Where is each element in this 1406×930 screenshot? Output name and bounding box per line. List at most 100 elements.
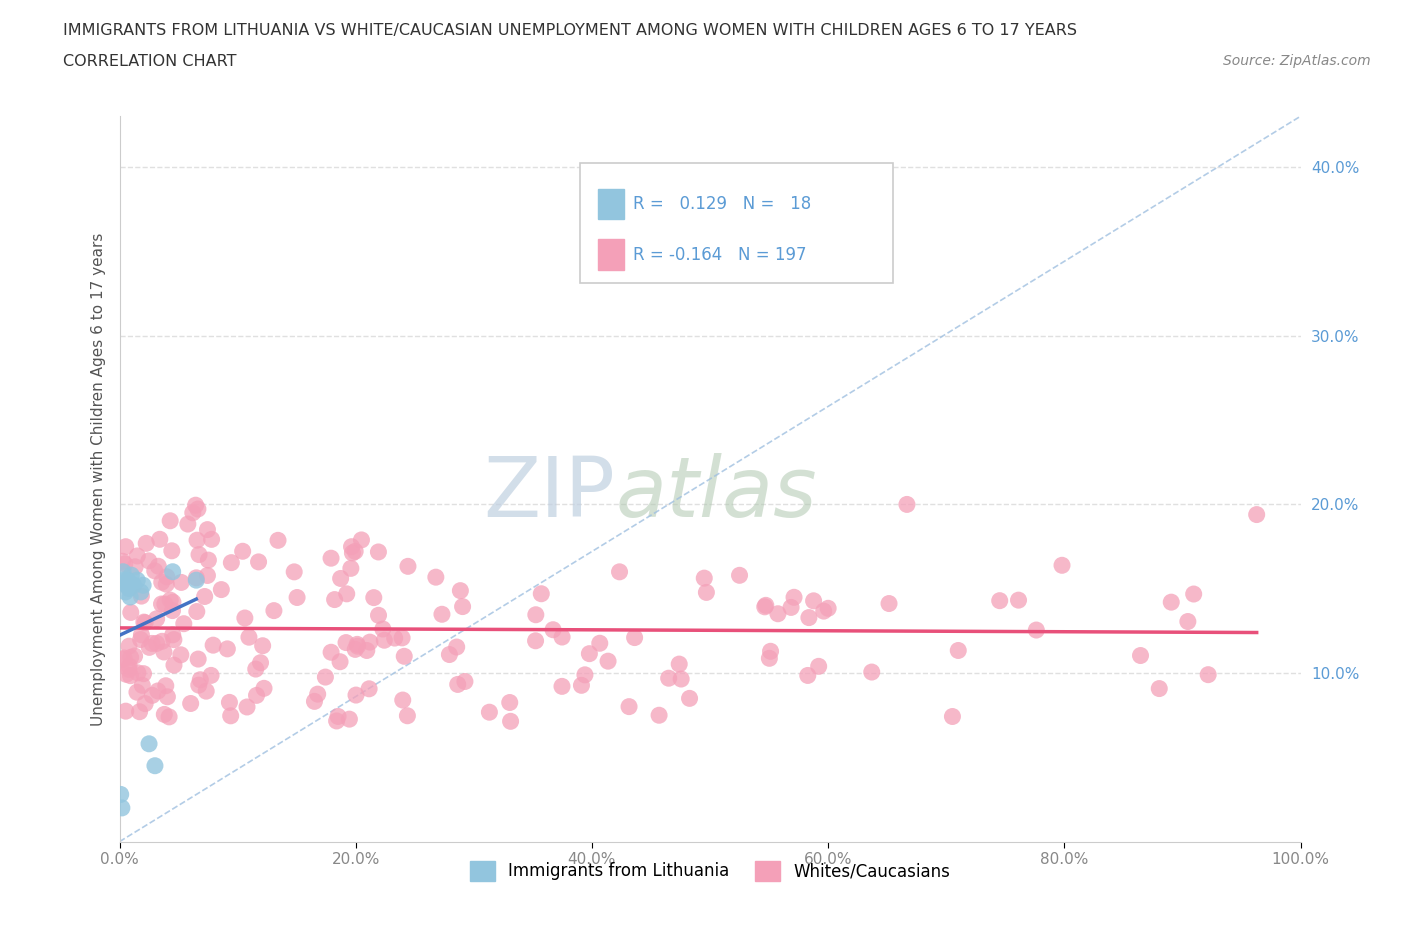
Point xyxy=(132,666,155,681)
Point xyxy=(454,674,477,689)
Point xyxy=(373,632,395,647)
Point xyxy=(658,671,681,685)
Point xyxy=(217,642,239,657)
Point xyxy=(252,638,274,653)
Point xyxy=(329,571,352,586)
Point xyxy=(197,522,219,537)
Point xyxy=(253,681,276,696)
Point xyxy=(449,583,471,598)
Point xyxy=(340,561,363,576)
Point xyxy=(396,709,419,724)
Point xyxy=(304,694,326,709)
Point xyxy=(263,604,285,618)
Point xyxy=(111,652,134,667)
Point xyxy=(188,672,211,687)
Point xyxy=(359,634,381,649)
Point xyxy=(755,598,778,613)
Point xyxy=(693,571,716,586)
Point xyxy=(112,651,135,666)
Point xyxy=(678,691,700,706)
Point xyxy=(307,686,329,701)
Point xyxy=(120,669,142,684)
Point xyxy=(181,505,204,520)
Point xyxy=(163,632,186,647)
Text: R =   0.129   N =   18: R = 0.129 N = 18 xyxy=(633,195,811,213)
Point xyxy=(524,607,547,622)
Point xyxy=(218,695,240,710)
Point xyxy=(170,647,193,662)
Point xyxy=(367,608,389,623)
Point xyxy=(138,640,160,655)
Point xyxy=(173,617,195,631)
Point xyxy=(1246,507,1268,522)
Point xyxy=(160,543,183,558)
Point xyxy=(135,536,157,551)
Point xyxy=(122,578,145,592)
Point xyxy=(131,678,153,693)
Point xyxy=(813,604,835,618)
Bar xyxy=(598,189,624,219)
Point xyxy=(596,654,619,669)
Point xyxy=(149,532,172,547)
Point xyxy=(114,556,136,571)
Point xyxy=(267,533,290,548)
Point xyxy=(571,678,593,693)
Point xyxy=(384,631,406,645)
Point xyxy=(141,688,163,703)
Point xyxy=(221,555,243,570)
Point xyxy=(783,590,806,604)
Point xyxy=(551,630,574,644)
Point xyxy=(134,697,156,711)
Point xyxy=(186,573,208,588)
Point xyxy=(162,595,184,610)
Point xyxy=(187,501,209,516)
Point xyxy=(758,651,780,666)
Point xyxy=(346,639,368,654)
Point xyxy=(285,590,308,604)
Point xyxy=(446,640,468,655)
Legend: Immigrants from Lithuania, Whites/Caucasians: Immigrants from Lithuania, Whites/Caucas… xyxy=(464,854,956,888)
Point xyxy=(120,590,142,604)
Point xyxy=(1129,648,1152,663)
Point xyxy=(120,567,142,582)
Point xyxy=(233,611,256,626)
Point xyxy=(112,565,135,579)
Point xyxy=(574,668,596,683)
Point xyxy=(120,605,142,620)
Point xyxy=(451,599,474,614)
Point xyxy=(110,787,132,802)
Point xyxy=(394,649,416,664)
Point xyxy=(356,643,378,658)
Point xyxy=(157,710,180,724)
Point xyxy=(447,677,470,692)
Point xyxy=(617,699,640,714)
Point xyxy=(780,600,803,615)
Point xyxy=(988,593,1011,608)
Point xyxy=(941,709,963,724)
Point xyxy=(162,604,184,618)
Point xyxy=(145,636,167,651)
Point xyxy=(112,573,135,588)
Point xyxy=(195,684,218,698)
Point xyxy=(124,648,146,663)
Point xyxy=(896,497,918,512)
Point xyxy=(197,552,219,567)
Point xyxy=(1050,558,1073,573)
Point xyxy=(247,554,270,569)
Point xyxy=(344,544,367,559)
Point xyxy=(1007,592,1029,607)
Point xyxy=(797,610,820,625)
Point xyxy=(155,678,177,693)
Point xyxy=(114,539,136,554)
Point xyxy=(153,597,176,612)
Point xyxy=(728,568,751,583)
Point xyxy=(163,658,186,672)
Point xyxy=(138,737,160,751)
Point xyxy=(143,758,166,773)
Point xyxy=(127,573,149,588)
Point xyxy=(180,696,202,711)
Point xyxy=(314,670,336,684)
Point xyxy=(118,662,141,677)
Point xyxy=(156,569,179,584)
Bar xyxy=(598,240,624,270)
